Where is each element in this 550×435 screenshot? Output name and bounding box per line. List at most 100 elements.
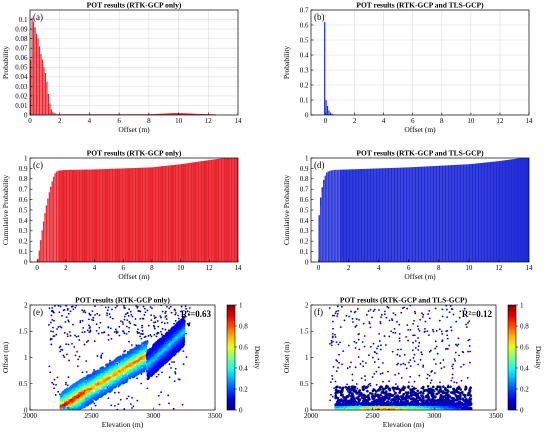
cdf-bar <box>413 167 415 262</box>
scatter-point <box>382 380 384 383</box>
cdf-bar <box>235 158 237 262</box>
cdf-bar <box>350 169 352 262</box>
scatter-point <box>172 407 175 410</box>
scatter-point <box>167 394 170 397</box>
density-point <box>124 361 128 365</box>
cdf-bar <box>494 161 496 262</box>
scatter-point <box>185 332 187 335</box>
histogram-bar <box>46 81 48 115</box>
density-point <box>87 389 90 393</box>
cdf-bar <box>419 166 421 262</box>
density-point <box>90 396 94 400</box>
density-point <box>105 370 108 374</box>
cdf-bar <box>495 161 498 262</box>
y-tick-label: 0.2 <box>19 238 28 246</box>
density-point <box>163 359 167 363</box>
scatter-point <box>153 321 155 324</box>
scatter-point <box>170 311 173 314</box>
density-point <box>107 370 111 374</box>
y-tick-label: 0.8 <box>300 175 309 183</box>
scatter-point <box>394 383 397 385</box>
scatter-point <box>447 348 449 350</box>
cdf-bar <box>83 169 85 262</box>
plot-content <box>328 305 473 410</box>
scatter-point <box>350 310 352 313</box>
scatter-point <box>136 330 139 333</box>
density-point <box>72 388 76 392</box>
cdf-bar <box>527 158 529 262</box>
scatter-point <box>414 347 417 349</box>
cdf-bar <box>425 166 427 262</box>
scatter-point <box>438 328 441 331</box>
scatter-point <box>353 340 356 343</box>
scatter-point <box>373 308 376 311</box>
density-point <box>116 377 120 380</box>
density-point <box>117 367 120 371</box>
scatter-point <box>330 341 333 344</box>
cdf-bar <box>170 165 173 262</box>
cdf-bar <box>226 158 228 262</box>
scatter-point <box>104 306 107 309</box>
y-tick-label: 1 <box>24 154 28 162</box>
scatter-point <box>371 316 373 319</box>
y-tick-label: 0.8 <box>19 175 28 183</box>
density-point <box>151 356 155 360</box>
density-point <box>166 341 169 344</box>
scatter-point <box>69 334 72 337</box>
scatter-point <box>413 319 415 322</box>
scatter-point <box>86 329 89 332</box>
scatter-point <box>354 347 357 349</box>
scatter-point <box>65 383 67 386</box>
scatter-point <box>51 306 54 309</box>
panel-title: POT results (RTK-GCP only) <box>87 1 182 10</box>
scatter-point <box>337 343 340 346</box>
density-point <box>182 319 185 322</box>
cdf-bar <box>344 169 346 262</box>
scatter-point <box>165 318 168 321</box>
scatter-point <box>380 316 382 319</box>
density-point <box>181 326 185 329</box>
cdf-bar <box>71 169 74 262</box>
cdf-bar <box>381 168 384 262</box>
density-point <box>157 346 160 349</box>
cdf-bar <box>189 162 191 262</box>
density-point <box>126 370 130 374</box>
density-point <box>157 343 160 347</box>
cdf-bar <box>525 158 528 262</box>
y-tick-label: 0.5 <box>300 36 309 44</box>
density-point <box>86 403 90 406</box>
density-point <box>85 394 88 397</box>
scatter-point <box>338 361 340 364</box>
density-point <box>157 362 161 365</box>
cdf-bar <box>156 166 158 262</box>
scatter-point <box>160 391 163 394</box>
density-point <box>59 404 63 408</box>
histogram-bar <box>43 67 45 115</box>
density-point <box>108 383 112 387</box>
density-point <box>149 373 153 377</box>
scatter-point <box>384 310 386 313</box>
cdf-bar <box>440 165 442 262</box>
cdf-bar <box>141 167 144 262</box>
scatter-point <box>339 341 341 344</box>
scatter-point <box>357 338 360 341</box>
density-point <box>170 327 174 331</box>
density-point <box>159 345 162 349</box>
density-point <box>118 357 121 360</box>
scatter-point <box>362 322 365 325</box>
scatter-point <box>359 363 362 365</box>
scatter-point <box>422 364 425 367</box>
cdf-bar <box>357 169 360 262</box>
scatter-point <box>156 332 158 335</box>
cdf-bar <box>193 162 195 262</box>
density-point <box>122 359 125 363</box>
colorbar-tick-label: 1 <box>239 302 243 310</box>
scatter-point <box>428 334 430 337</box>
cdf-bar <box>48 192 51 262</box>
scatter-point <box>79 320 82 322</box>
cdf-bar <box>342 169 345 262</box>
density-point <box>176 349 180 353</box>
density-point <box>177 325 181 328</box>
density-point <box>103 391 107 395</box>
